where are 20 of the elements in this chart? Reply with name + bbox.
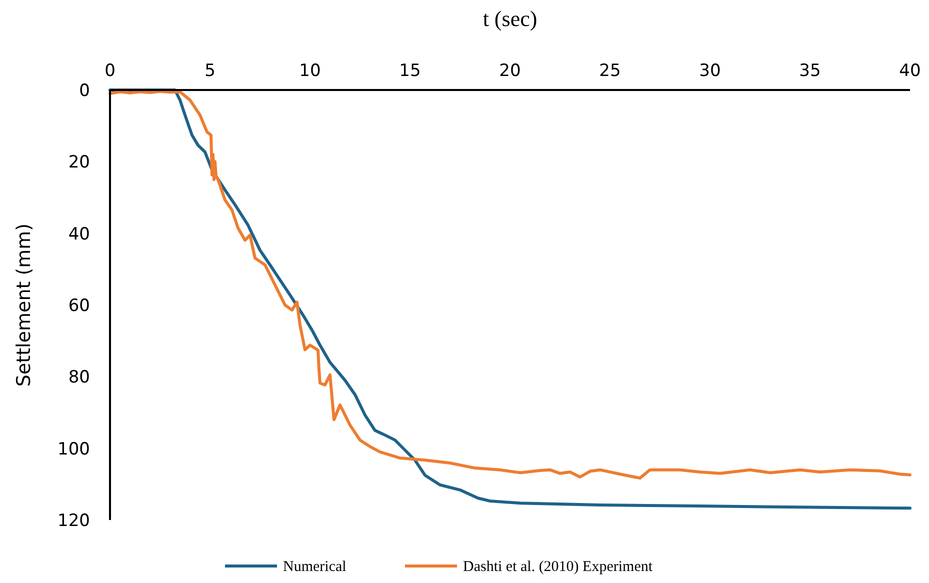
x-tick-label: 35 [799,61,821,81]
legend-label: Numerical [283,559,346,575]
y-tick-label: 100 [58,439,90,460]
x-tick-label: 40 [899,61,921,81]
x-tick-label: 30 [699,61,721,81]
y-tick-label: 0 [79,80,90,101]
x-tick-label: 10 [299,61,321,81]
x-tick-label: 20 [499,61,521,81]
y-axis-title: Settlement (mm) [13,223,35,387]
y-tick-label: 20 [68,152,90,173]
y-tick-label: 80 [68,368,90,388]
legend-label: Dashti et al. (2010) Experiment [463,559,654,575]
y-tick-label: 60 [68,296,90,316]
x-axis-title: t (sec) [482,6,538,31]
y-tick-label: 40 [68,224,90,244]
x-tick-label: 25 [599,61,621,81]
x-tick-label: 15 [399,61,421,81]
x-tick-label: 5 [204,61,216,81]
y-tick-label: 120 [58,510,90,531]
x-tick-label: 0 [104,61,116,81]
